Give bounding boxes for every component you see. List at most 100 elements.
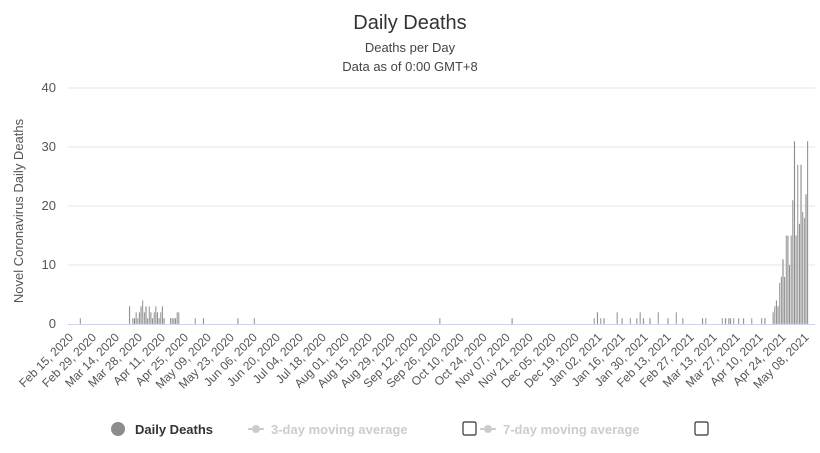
bar-daily-deaths[interactable] [803, 217, 806, 325]
bar-daily-deaths[interactable] [621, 318, 623, 325]
bar-daily-deaths[interactable] [721, 318, 723, 325]
bar-daily-deaths[interactable] [649, 318, 651, 325]
bar-daily-deaths[interactable] [788, 264, 791, 325]
y-tick-label: 40 [42, 80, 56, 95]
bar-daily-deaths[interactable] [787, 235, 789, 325]
bar-daily-deaths[interactable] [137, 318, 139, 325]
bar-daily-deaths[interactable] [636, 318, 638, 325]
bar-daily-deaths[interactable] [135, 312, 137, 325]
bar-daily-deaths[interactable] [600, 318, 602, 325]
bar-daily-deaths[interactable] [156, 312, 159, 325]
legend-item-1[interactable]: Daily Deaths [111, 422, 213, 437]
bar-daily-deaths[interactable] [141, 300, 144, 325]
legend-checkbox[interactable] [694, 421, 709, 436]
bar-daily-deaths[interactable] [742, 318, 745, 325]
bar-daily-deaths[interactable] [795, 235, 797, 325]
legend-item-2[interactable]: 3-day moving average [248, 421, 477, 437]
bar-daily-deaths[interactable] [728, 318, 730, 325]
bar-daily-deaths[interactable] [596, 312, 599, 325]
bar-daily-deaths[interactable] [169, 318, 172, 325]
y-tick-label: 20 [42, 198, 56, 213]
bar-daily-deaths[interactable] [751, 318, 753, 325]
bar-daily-deaths[interactable] [667, 318, 669, 325]
bar-daily-deaths[interactable] [174, 318, 177, 325]
bar-daily-deaths[interactable] [782, 259, 784, 325]
bar-daily-deaths[interactable] [682, 318, 684, 325]
legend-label: Daily Deaths [135, 422, 213, 437]
bar-daily-deaths[interactable] [133, 318, 136, 325]
bar-daily-deaths[interactable] [253, 318, 256, 325]
bar-daily-deaths[interactable] [79, 318, 82, 325]
bar-daily-deaths[interactable] [764, 318, 766, 325]
legend-checkbox[interactable] [462, 421, 477, 436]
legend-label: 3-day moving average [271, 422, 408, 437]
bar-daily-deaths[interactable] [143, 312, 146, 325]
bar-daily-deaths[interactable] [729, 318, 732, 325]
bar-daily-deaths[interactable] [790, 235, 792, 325]
bar-daily-deaths[interactable] [593, 318, 595, 325]
bar-daily-deaths[interactable] [737, 318, 740, 325]
bar-daily-deaths[interactable] [140, 306, 142, 325]
bar-daily-deaths[interactable] [148, 306, 150, 325]
bar-daily-deaths[interactable] [163, 318, 165, 325]
bar-daily-deaths[interactable] [132, 318, 134, 325]
bar-daily-deaths[interactable] [798, 223, 801, 325]
bar-daily-deaths[interactable] [153, 312, 155, 325]
bar-daily-deaths[interactable] [797, 164, 799, 325]
bar-daily-deaths[interactable] [783, 276, 786, 325]
legend-item-3[interactable]: 7-day moving average [480, 421, 709, 437]
bar-daily-deaths[interactable] [778, 282, 781, 325]
bar-daily-deaths[interactable] [777, 306, 779, 325]
bar-daily-deaths[interactable] [629, 318, 632, 325]
bar-daily-deaths[interactable] [151, 318, 154, 325]
bar-daily-deaths[interactable] [146, 318, 149, 325]
bar-daily-deaths[interactable] [800, 164, 802, 325]
bar-daily-deaths[interactable] [138, 312, 141, 325]
bar-daily-deaths[interactable] [173, 318, 175, 325]
bar-daily-deaths[interactable] [178, 312, 180, 325]
bar-daily-deaths[interactable] [793, 141, 796, 325]
bar-daily-deaths[interactable] [511, 318, 513, 325]
bar-daily-deaths[interactable] [155, 306, 157, 325]
bar-daily-deaths[interactable] [760, 318, 763, 325]
bar-daily-deaths[interactable] [657, 312, 659, 325]
bar-daily-deaths[interactable] [675, 312, 677, 325]
bar-daily-deaths[interactable] [150, 312, 152, 325]
gridlines [68, 87, 815, 266]
bar-daily-deaths[interactable] [642, 318, 645, 325]
bar-daily-deaths[interactable] [145, 306, 147, 325]
bar-daily-deaths[interactable] [785, 235, 787, 325]
y-axis-label: Novel Coronavirus Daily Deaths [11, 118, 26, 303]
bar-daily-deaths[interactable] [639, 312, 641, 325]
bar-daily-deaths[interactable] [806, 141, 809, 325]
legend-marker-dot [484, 425, 492, 433]
bar-daily-deaths[interactable] [194, 318, 196, 325]
bar-daily-deaths[interactable] [701, 318, 704, 325]
bar-series-daily-deaths [79, 141, 809, 325]
bar-daily-deaths[interactable] [772, 312, 774, 325]
bar-daily-deaths[interactable] [616, 312, 618, 325]
bar-daily-deaths[interactable] [160, 312, 162, 325]
bar-daily-deaths[interactable] [774, 306, 776, 325]
bar-daily-deaths[interactable] [724, 318, 727, 325]
legend-label: 7-day moving average [503, 422, 640, 437]
bar-daily-deaths[interactable] [780, 276, 783, 325]
bar-daily-deaths[interactable] [792, 200, 794, 325]
bar-daily-deaths[interactable] [176, 312, 178, 325]
bar-daily-deaths[interactable] [439, 318, 441, 325]
bar-daily-deaths[interactable] [805, 194, 807, 325]
bar-daily-deaths[interactable] [171, 318, 173, 325]
bar-daily-deaths[interactable] [705, 318, 707, 325]
y-tick-label: 10 [42, 257, 56, 272]
bar-daily-deaths[interactable] [202, 318, 205, 325]
bar-daily-deaths[interactable] [237, 318, 239, 325]
bar-daily-deaths[interactable] [128, 306, 131, 325]
bar-daily-deaths[interactable] [161, 306, 164, 325]
chart-subtitle-line-1: Deaths per Day [365, 40, 456, 55]
bar-daily-deaths[interactable] [775, 300, 778, 325]
bar-daily-deaths[interactable] [158, 318, 160, 325]
bar-daily-deaths[interactable] [733, 318, 735, 325]
bar-daily-deaths[interactable] [603, 318, 605, 325]
bar-daily-deaths[interactable] [801, 211, 804, 325]
